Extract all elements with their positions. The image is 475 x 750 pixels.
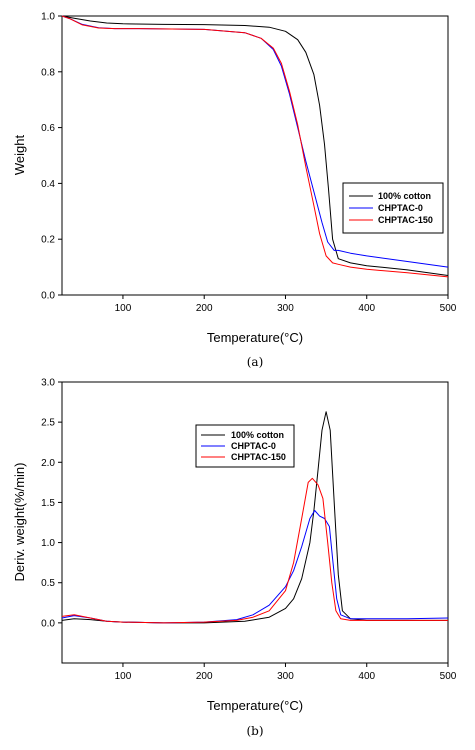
chart-a-ticks: 100 200 300 400 500 0.0 0.2 0.4 0.6 0.8 1.0 [41,12,457,315]
chart-a-legend-label-1: CHPTAC-0 [378,203,423,213]
chart-a-ylabel: Weight [12,135,27,176]
x-tick-label: 200 [196,671,213,682]
series-line-2 [61,477,448,624]
chart-b-legend-label-0: 100% cotton [231,430,284,440]
chart-b-legend-label-1: CHPTAC-0 [231,441,276,451]
chart-b-caption: (b) [246,724,263,738]
y-tick-label: 2.0 [41,458,55,469]
y-tick-label: 0.0 [41,618,55,629]
y-tick-label: 1.0 [41,538,55,549]
y-tick-label: 0.8 [41,67,55,78]
chart-b-legend: 100% cotton CHPTAC-0 CHPTAC-150 [195,424,295,468]
y-tick-label: 1.0 [41,12,55,23]
chart-b-derivative-weight: 100 200 300 400 500 0.0 0.5 1.0 1.5 2.0 2.5 3.0 100… [12,378,457,739]
y-tick-label: 3.0 [41,378,55,389]
x-tick-label: 300 [277,303,294,314]
x-tick-label: 500 [440,671,457,682]
chart-b-ylabel: Deriv. weight(%/min) [12,463,27,582]
chart-a-legend-label-0: 100% cotton [378,191,431,201]
x-tick-label: 300 [277,671,294,682]
x-tick-label: 400 [358,303,375,314]
y-tick-label: 0.4 [41,179,55,190]
y-tick-label: 0.6 [41,123,55,134]
chart-b-series-lines [61,411,449,624]
y-tick-label: 1.5 [41,498,55,509]
x-tick-label: 400 [358,671,375,682]
chart-b-xlabel: Temperature(°C) [207,698,303,713]
y-tick-label: 0.2 [41,235,55,246]
chart-b-plot-frame [61,381,449,664]
series-line-1 [61,510,449,624]
y-tick-label: 0.0 [41,291,55,302]
x-tick-label: 100 [115,303,132,314]
chart-b-ticks: 100 200 300 400 500 0.0 0.5 1.0 1.5 2.0 2.5 3.0 [41,378,457,683]
chart-a-caption: (a) [247,355,264,369]
series-line-2 [61,15,449,278]
chart-a-weight: 100 200 300 400 500 0.0 0.2 0.4 0.6 0.8 1.0 100% c… [12,12,457,370]
x-tick-label: 100 [115,671,132,682]
y-tick-label: 0.5 [41,578,55,589]
chart-a-legend: 100% cotton CHPTAC-0 CHPTAC-150 [342,182,444,234]
chart-a-plot-frame [61,15,449,296]
chart-b-legend-label-2: CHPTAC-150 [231,452,286,462]
y-tick-label: 2.5 [41,418,55,429]
x-tick-label: 500 [440,303,457,314]
chart-a-xlabel: Temperature(°C) [207,330,303,345]
chart-a-series-lines [61,15,449,278]
x-tick-label: 200 [196,303,213,314]
chart-a-legend-label-2: CHPTAC-150 [378,215,433,225]
series-line-0 [61,15,449,276]
